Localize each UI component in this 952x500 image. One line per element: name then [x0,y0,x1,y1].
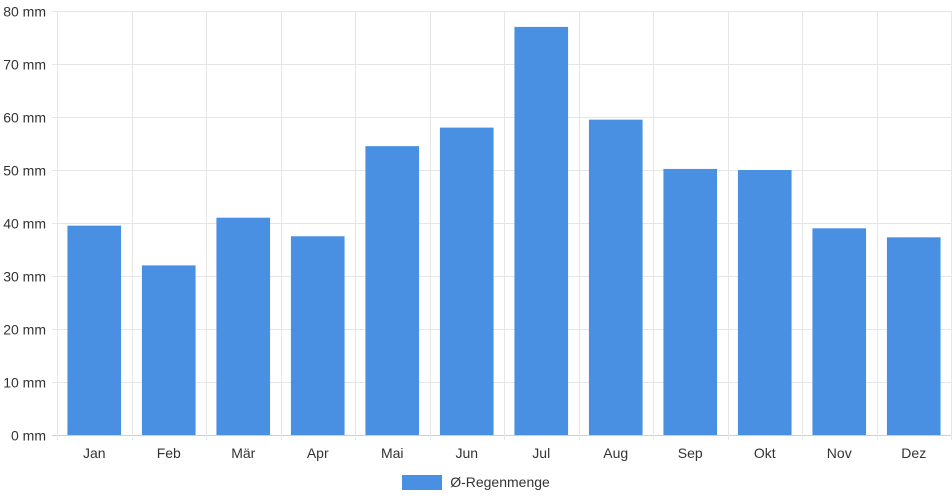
x-tick-label: Aug [603,445,628,461]
x-tick-label: Jul [532,445,550,461]
bar-jun [439,127,494,435]
bar-mai [365,146,420,435]
y-tick-label: 40 mm [3,216,46,232]
legend-swatch[interactable] [402,474,443,490]
x-tick-label: Jan [83,445,106,461]
bars-layer [67,26,941,436]
legend[interactable]: Ø-Regenmenge [0,472,952,492]
bar-sep [663,168,718,435]
bar-jan [67,225,122,435]
bar-mär [216,217,271,435]
x-tick-label: Nov [827,445,852,461]
x-tick-label: Mär [231,445,255,461]
y-tick-label: 50 mm [3,163,46,179]
bar-aug [588,119,643,436]
y-tick-label: 30 mm [3,269,46,285]
bar-feb [141,265,196,435]
bar-nov [812,228,867,435]
y-tick-label: 70 mm [3,57,46,73]
x-tick-label: Okt [754,445,776,461]
y-axis-labels: 0 mm 10 mm 20 mm 30 mm 40 mm 50 mm 60 mm 70 mm 8… [3,4,46,444]
x-tick-label: Feb [157,445,181,461]
legend-label[interactable]: Ø-Regenmenge [450,474,550,490]
x-tick-label: Mai [381,445,404,461]
x-tick-label: Dez [901,445,926,461]
y-tick-label: 20 mm [3,322,46,338]
bar-apr [290,236,345,435]
bar-jul [514,26,569,436]
bar-dez [886,237,941,435]
bar-okt [737,170,792,435]
y-tick-label: 60 mm [3,110,46,126]
y-tick-label: 80 mm [3,4,46,20]
y-tick-label: 10 mm [3,375,46,391]
x-tick-label: Jun [455,445,478,461]
x-axis-labels: Jan Feb Mär Apr Mai Jun Jul Aug Sep Okt Nov Dez [83,445,926,461]
y-tick-label: 0 mm [11,428,46,444]
x-tick-label: Sep [678,445,703,461]
x-tick-label: Apr [307,445,329,461]
